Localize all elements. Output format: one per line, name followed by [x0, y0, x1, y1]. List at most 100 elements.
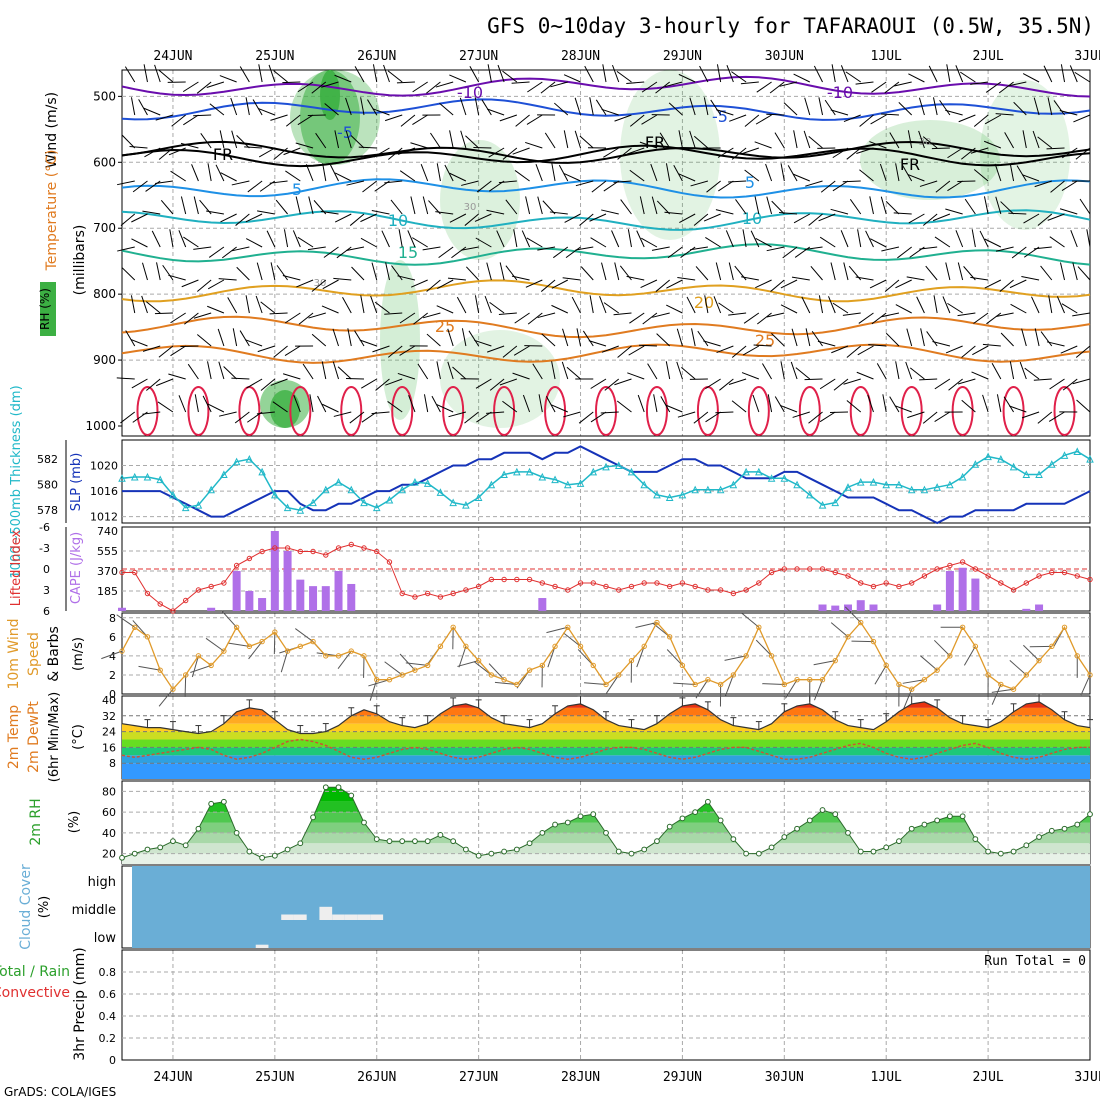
rh-marker [501, 848, 508, 855]
surface-isotherm [595, 386, 617, 436]
li-tick: -3 [39, 542, 50, 555]
wind-barb [444, 164, 454, 182]
rh-marker [564, 819, 571, 826]
wind-barb [906, 276, 925, 281]
wind-barb [579, 213, 594, 226]
wind-barb [703, 213, 721, 222]
wind-barb [865, 230, 874, 248]
isotherm [121, 75, 1091, 98]
wind-barb [947, 302, 963, 314]
thickness-marker [856, 478, 865, 486]
rh-marker [513, 846, 520, 853]
wind-barb [612, 64, 620, 83]
rh-marker [131, 850, 138, 857]
y-label-wind-barbs: & Barbs [46, 626, 62, 682]
rh-legend-swatch [40, 282, 56, 336]
wind-barb [1076, 399, 1091, 413]
li-marker [475, 583, 482, 590]
wind-barb [1009, 163, 1015, 182]
thickness-marker [971, 460, 980, 468]
cloud-level-label: high [88, 875, 116, 890]
isotherm-label: -10 [457, 83, 483, 102]
cloud-level-label: low [94, 931, 117, 946]
wind-marker [323, 653, 329, 659]
wind-barb [183, 114, 199, 126]
wind-barb [447, 361, 454, 380]
wind-barb [413, 312, 428, 325]
thickness-marker [169, 490, 177, 499]
wind-barb [231, 246, 250, 252]
rh-marker [845, 829, 851, 836]
wind-marker [819, 677, 826, 683]
wind-barb [880, 113, 899, 116]
rh-tick: 20 [102, 848, 116, 861]
wind-marker [768, 653, 775, 659]
cape-bar [334, 571, 343, 611]
wind-barb [245, 97, 250, 116]
thickness-marker [563, 480, 572, 489]
wind-barb [916, 296, 925, 314]
wind-barb [1072, 312, 1091, 317]
wind-barb [689, 97, 696, 116]
li-marker [170, 608, 176, 614]
wind-barb [1021, 276, 1040, 281]
wind-barb [525, 141, 543, 149]
wind-barb [525, 279, 543, 288]
wind-barb [898, 102, 913, 116]
wind-barb [600, 411, 619, 414]
wind-barb [302, 363, 314, 380]
wind-barb [716, 109, 734, 116]
wind-barb [970, 81, 989, 85]
rh-marker [297, 840, 304, 847]
wind-barb [435, 81, 454, 88]
wind-barb [871, 312, 887, 325]
wind-marker [1036, 657, 1042, 664]
wind-barb [196, 334, 212, 347]
rh-marker [284, 846, 291, 853]
wind-barb [728, 312, 747, 316]
wind-barb [562, 328, 569, 347]
wind-barb [616, 70, 632, 83]
wind-barb [489, 301, 505, 314]
wind-barb [138, 99, 148, 116]
wind-barb [1037, 213, 1053, 226]
rh-shade [860, 120, 1000, 200]
wind-barb [280, 650, 289, 673]
wind-barb [178, 230, 187, 248]
isotherm-label: FR [900, 155, 920, 174]
rh-marker [412, 838, 418, 845]
thickness-marker [1086, 455, 1094, 463]
wind-barb [369, 679, 378, 701]
wind-barb [705, 237, 721, 248]
rh-marker [335, 784, 342, 791]
wind-barb [231, 377, 250, 380]
thickness-marker [398, 485, 407, 494]
wind-barb [239, 330, 250, 347]
slp-line [122, 445, 1091, 525]
li-marker [654, 580, 660, 586]
rh-marker [488, 850, 495, 857]
wind-barb [295, 628, 314, 642]
rh-marker [704, 798, 711, 805]
wind-barb [982, 394, 989, 413]
wind-marker [628, 657, 635, 664]
isotherm-label: -5 [337, 123, 353, 142]
wind-barb [948, 378, 963, 391]
wind-barb [295, 196, 301, 215]
y-label-rh: RH (%) [38, 288, 52, 330]
wind-barb [804, 97, 811, 116]
wind-marker [552, 643, 558, 650]
thickness-marker [118, 474, 126, 482]
rh-shade [440, 140, 520, 260]
wind-barb [907, 411, 925, 419]
wind-barb [180, 142, 199, 149]
wind-marker [743, 653, 749, 659]
wind-barb [994, 163, 1002, 182]
wind-speed-panel: 8 6 4 2 0 [101, 606, 1093, 710]
wind-barb [547, 646, 556, 668]
wind-barb [223, 366, 237, 380]
y-label-6hr-minmax: (6hr Min/Max) [47, 692, 62, 782]
wind-barb [499, 114, 518, 122]
wind-barb [879, 163, 887, 182]
